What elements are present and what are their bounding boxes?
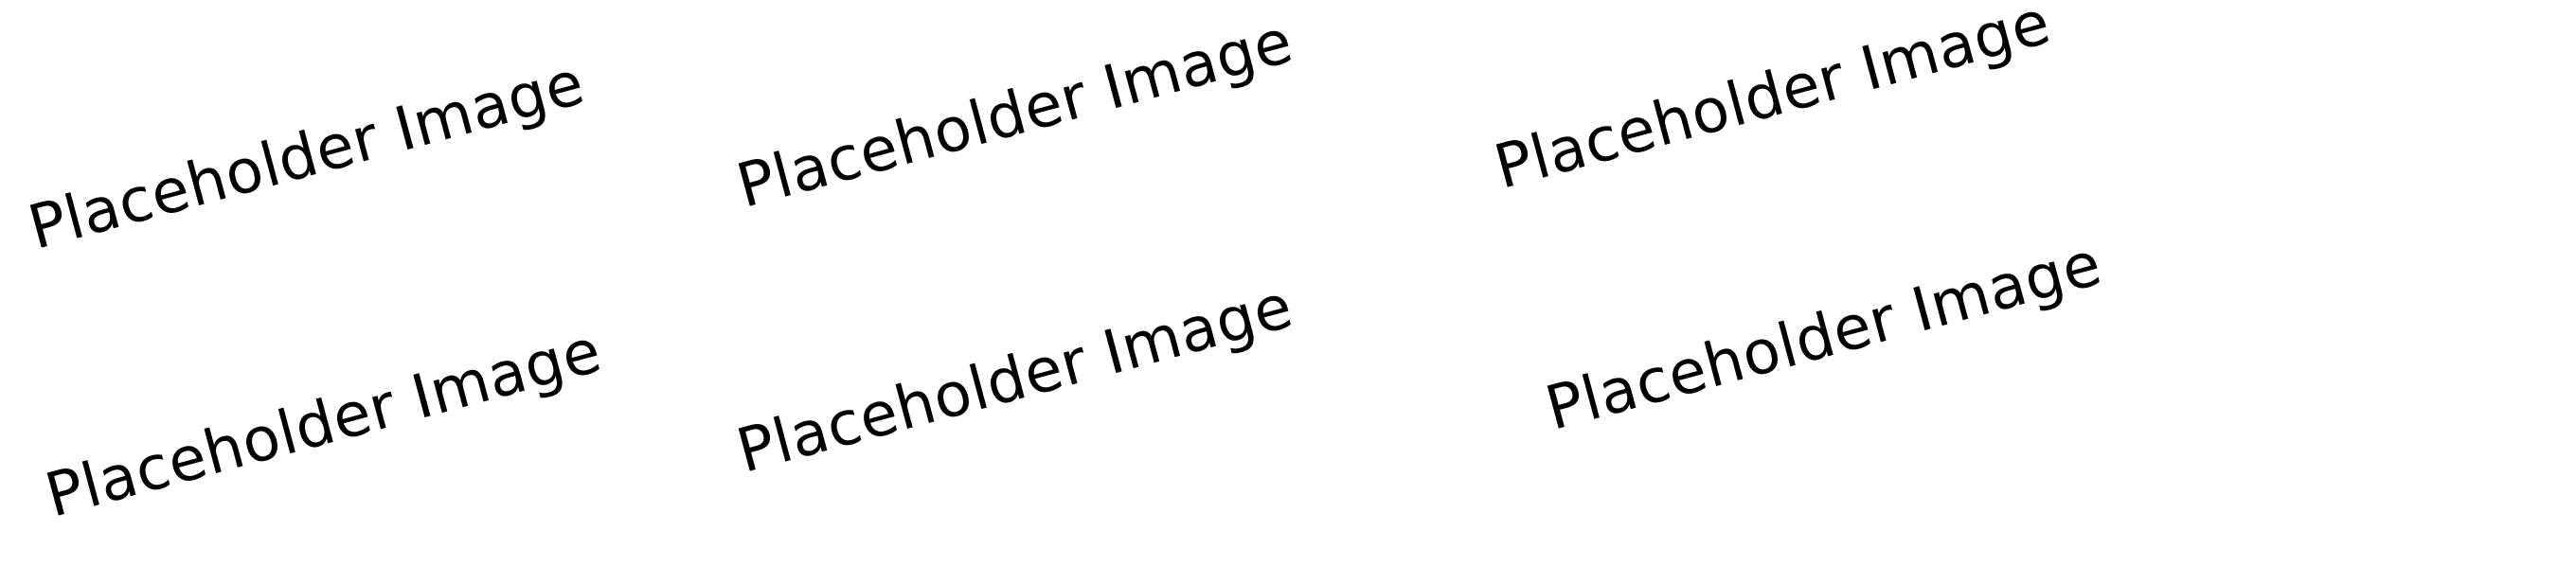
placeholder-image-text-5: Placeholder Image [729, 272, 1300, 487]
placeholder-image-text-6: Placeholder Image [1538, 229, 2109, 445]
placeholder-image-text-3: Placeholder Image [1487, 0, 2058, 203]
placeholder-image-text-4: Placeholder Image [38, 316, 609, 532]
placeholder-image-text-1: Placeholder Image [21, 48, 592, 264]
placeholder-image-text-2: Placeholder Image [729, 7, 1300, 222]
